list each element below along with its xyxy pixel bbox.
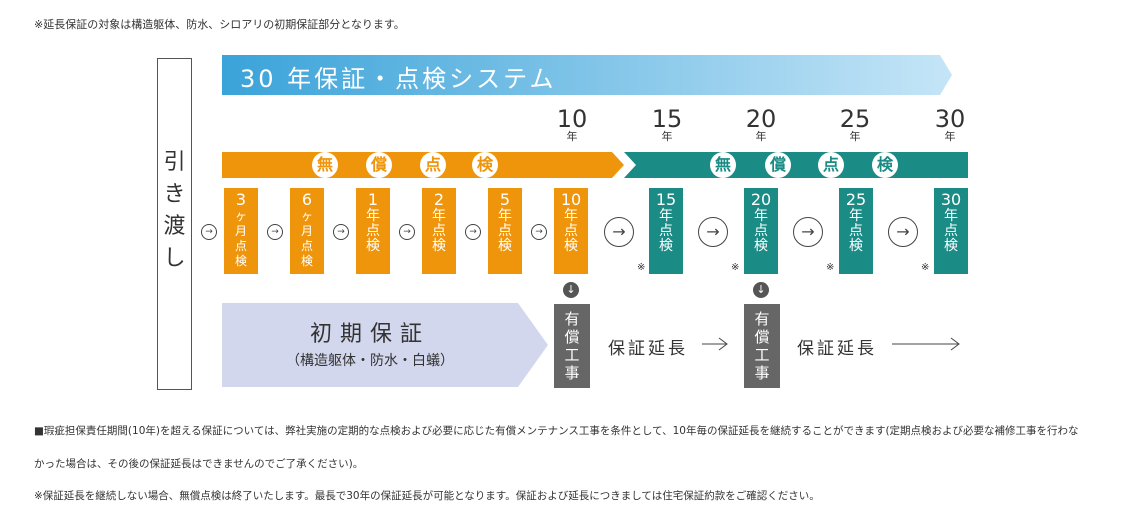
arrow-circle-icon: → bbox=[399, 224, 415, 240]
banner-arrow-shape bbox=[222, 55, 952, 95]
free-char-mu-1: 無 bbox=[312, 152, 338, 178]
inspection-box-20-year: 20 年 点 検 bbox=[744, 188, 778, 274]
free-char-ken-2: 検 bbox=[872, 152, 898, 178]
initial-warranty-sub: （構造躯体・防水・白蟻） bbox=[286, 353, 454, 369]
arrow-circle-large-icon: → bbox=[888, 217, 918, 247]
arrow-circle-large-icon: → bbox=[604, 217, 634, 247]
top-note: ※延長保証の対象は構造躯体、防水、シロアリの初期保証部分となります。 bbox=[34, 18, 405, 31]
arrow-circle-icon: → bbox=[465, 224, 481, 240]
arrow-circle-icon: → bbox=[267, 224, 283, 240]
free-char-ten-2: 点 bbox=[818, 152, 844, 178]
note-mark: ※ bbox=[826, 262, 835, 273]
free-char-ten-1: 点 bbox=[420, 152, 446, 178]
year-label-30: 30 年 bbox=[934, 105, 966, 143]
year-label-10: 10 年 bbox=[556, 105, 588, 143]
inspection-box-25-year: 25 年 点 検 bbox=[839, 188, 873, 274]
bottom-note-3: ※保証延長を継続しない場合、無償点検は終了いたします。最長で30年の保証延長が可… bbox=[34, 490, 820, 502]
free-char-sho-1: 償 bbox=[366, 152, 392, 178]
free-char-mu-2: 無 bbox=[710, 152, 736, 178]
year-label-20: 20 年 bbox=[745, 105, 777, 143]
handover-box: 引 き 渡 し bbox=[157, 58, 192, 390]
paid-work-box-10: 有 償 工 事 bbox=[554, 304, 590, 388]
initial-warranty-title: 初期保証 bbox=[309, 322, 430, 347]
year-label-15: 15 年 bbox=[651, 105, 683, 143]
down-arrow-icon: ↓ bbox=[753, 282, 769, 298]
note-mark: ※ bbox=[731, 262, 740, 273]
inspection-box-10-year: 10 年 点 検 bbox=[554, 188, 588, 274]
warranty-extension-label-2: 保証延長 bbox=[797, 339, 877, 359]
year-label-25: 25 年 bbox=[839, 105, 871, 143]
arrow-circle-icon: → bbox=[201, 224, 217, 240]
inspection-box-15-year: 15 年 点 検 bbox=[649, 188, 683, 274]
down-arrow-icon: ↓ bbox=[563, 282, 579, 298]
arrow-circle-icon: → bbox=[531, 224, 547, 240]
bottom-note-2: かった場合は、その後の保証延長はできませんのでご了承ください)。 bbox=[34, 458, 364, 470]
note-mark: ※ bbox=[921, 262, 930, 273]
warranty-extension-label-1: 保証延長 bbox=[608, 339, 688, 359]
system-banner: 30 年保証・点検システム bbox=[222, 55, 952, 95]
bottom-note-1: ■瑕疵担保責任期間(10年)を超える保証については、弊社実施の定期的な点検および… bbox=[34, 425, 1079, 437]
paid-work-box-20: 有 償 工 事 bbox=[744, 304, 780, 388]
extension-arrow-long-icon bbox=[892, 337, 960, 351]
arrow-circle-large-icon: → bbox=[698, 217, 728, 247]
arrow-circle-icon: → bbox=[333, 224, 349, 240]
initial-warranty-shape bbox=[222, 303, 548, 387]
free-char-sho-2: 償 bbox=[765, 152, 791, 178]
note-mark: ※ bbox=[637, 262, 646, 273]
band-teal bbox=[624, 152, 968, 178]
banner-title: 30 年保証・点検システム bbox=[240, 65, 557, 93]
handover-label: 引 き 渡 し bbox=[163, 150, 186, 271]
inspection-box-30-year: 30 年 点 検 bbox=[934, 188, 968, 274]
arrow-circle-large-icon: → bbox=[793, 217, 823, 247]
free-char-ken-1: 検 bbox=[472, 152, 498, 178]
extension-arrow-icon bbox=[702, 337, 728, 351]
